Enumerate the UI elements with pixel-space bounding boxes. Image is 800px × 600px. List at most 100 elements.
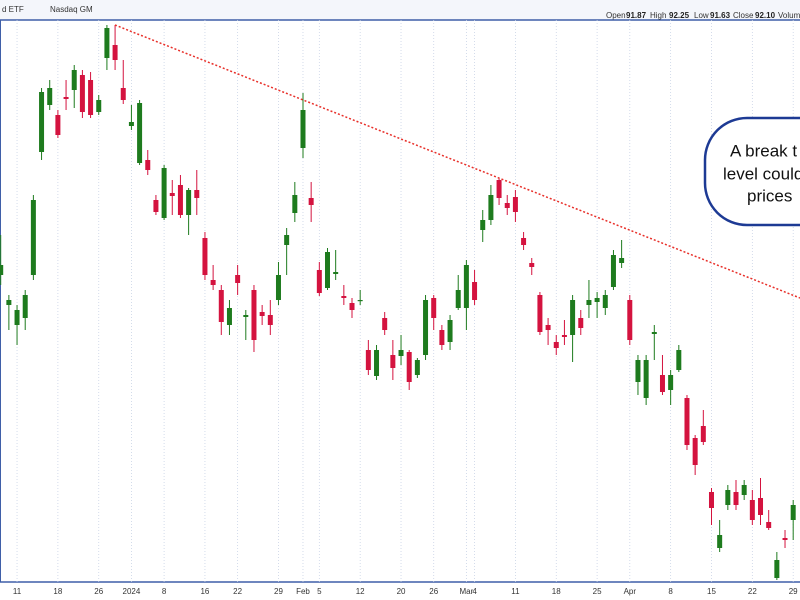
- candle-body: [14, 310, 20, 325]
- candle-body: [700, 426, 706, 442]
- x-tick-label: 29: [789, 587, 798, 596]
- x-tick-label: 26: [429, 587, 438, 596]
- candle-body: [774, 560, 780, 578]
- x-tick-label: 22: [748, 587, 757, 596]
- callout-text: A break t: [730, 141, 797, 160]
- candle-body: [390, 355, 396, 368]
- candle-body: [96, 100, 102, 112]
- x-tick-label: 4: [472, 587, 477, 596]
- candle-body: [120, 88, 126, 100]
- candle-body: [55, 115, 61, 135]
- candle-body: [455, 290, 461, 308]
- candle-body: [684, 398, 690, 445]
- candle-body: [423, 300, 429, 355]
- candle-body: [472, 282, 478, 300]
- candle-body: [790, 505, 796, 520]
- x-tick-label: 26: [94, 587, 103, 596]
- candle-body: [6, 300, 12, 305]
- candle-body: [488, 195, 494, 220]
- candle-body: [529, 263, 535, 267]
- candle-body: [651, 332, 657, 334]
- x-tick-label: Mar: [459, 587, 473, 596]
- candle-body: [643, 360, 649, 398]
- candle-body: [104, 28, 110, 58]
- candle-body: [602, 295, 608, 308]
- candle-body: [758, 498, 764, 515]
- candle-body: [766, 522, 772, 528]
- quote-label: High: [650, 11, 666, 20]
- candle-body: [177, 185, 183, 215]
- candle-body: [398, 350, 404, 356]
- candle-body: [22, 295, 28, 318]
- candle-body: [128, 122, 134, 126]
- candle-body: [325, 252, 330, 288]
- candle-body: [341, 296, 347, 298]
- candle-body: [47, 88, 53, 105]
- x-tick-label: 8: [668, 587, 673, 596]
- quote-value: 92.25: [669, 11, 690, 20]
- candle-body: [586, 300, 592, 305]
- volume-label: Volume: [778, 11, 800, 20]
- candle-body: [374, 350, 380, 376]
- quote-value: 91.63: [710, 11, 731, 20]
- candle-body: [365, 350, 371, 370]
- candle-body: [382, 318, 388, 330]
- candle-body: [570, 300, 576, 335]
- candle-body: [79, 75, 85, 112]
- candle-body: [431, 298, 437, 318]
- candle-body: [537, 295, 543, 332]
- candles: [0, 25, 796, 580]
- quote-value: 91.87: [626, 11, 647, 20]
- candle-body: [741, 485, 747, 495]
- candle-body: [463, 265, 469, 308]
- ticker-name: d ETF: [2, 5, 24, 14]
- candle-body: [406, 352, 412, 382]
- candle-body: [717, 535, 723, 548]
- candle-body: [267, 315, 273, 325]
- candle-body: [349, 303, 355, 310]
- candle-body: [447, 320, 453, 342]
- candle-body: [561, 335, 567, 337]
- candle-body: [619, 258, 625, 263]
- candle-body: [0, 265, 4, 275]
- x-tick-label: 12: [356, 587, 365, 596]
- candle-body: [578, 318, 584, 328]
- x-tick-label: 15: [707, 587, 716, 596]
- x-tick-label: 16: [200, 587, 209, 596]
- x-tick-label: 18: [552, 587, 561, 596]
- candle-body: [496, 180, 502, 198]
- x-tick-label: 2024: [123, 587, 141, 596]
- candle-body: [594, 298, 600, 302]
- candle-body: [226, 308, 232, 325]
- candle-body: [137, 103, 143, 163]
- x-tick-label: 11: [13, 587, 22, 596]
- candle-body: [733, 492, 739, 505]
- candle-body: [782, 538, 788, 540]
- candle-body: [30, 200, 36, 275]
- header-band: [0, 0, 800, 20]
- candle-body: [439, 330, 445, 345]
- candle-body: [635, 360, 641, 382]
- candle-body: [275, 275, 281, 300]
- candle-body: [316, 270, 322, 293]
- candle-body: [153, 200, 159, 212]
- candle-body: [259, 312, 265, 316]
- candle-body: [676, 350, 682, 370]
- quote-value: 92.10: [755, 11, 776, 20]
- candle-body: [284, 235, 290, 245]
- x-tick-label: 8: [162, 587, 167, 596]
- candle-body: [659, 375, 665, 392]
- x-tick-label: 25: [593, 587, 602, 596]
- candle-body: [71, 70, 77, 90]
- candle-body: [112, 45, 118, 60]
- x-tick-label: 11: [511, 587, 520, 596]
- candle-body: [63, 97, 69, 99]
- candle-body: [145, 160, 151, 170]
- candle-body: [725, 490, 731, 505]
- candle-body: [218, 290, 224, 322]
- x-tick-label: 29: [274, 587, 283, 596]
- callout-box: [703, 116, 800, 227]
- candle-body: [545, 325, 551, 330]
- x-tick-label: 20: [397, 587, 406, 596]
